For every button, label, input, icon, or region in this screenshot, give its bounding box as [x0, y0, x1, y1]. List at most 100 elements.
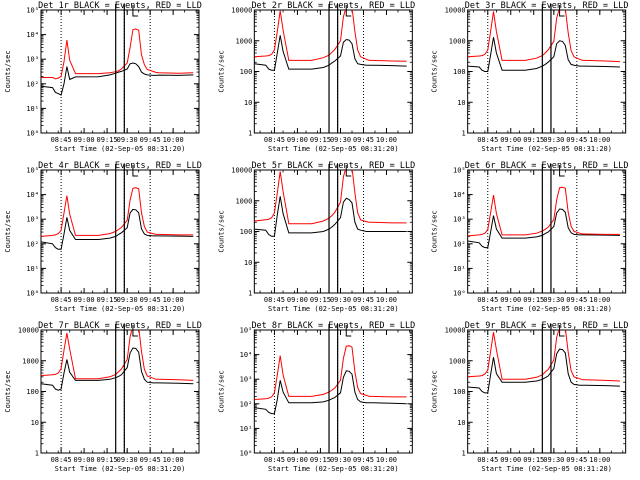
- x-axis-label: Start Time (02-Sep-05 08:31:20): [268, 465, 399, 473]
- panel-title: Det 1r BLACK = Events, RED = LLD: [38, 1, 202, 11]
- events-series-line: [467, 208, 620, 249]
- events-series-line: [254, 370, 407, 415]
- events-series-line: [254, 196, 407, 237]
- series-group: [467, 10, 620, 72]
- detector-panel-8: Det 8r BLACK = Events, RED = LLD 10⁰ 10¹ 10…: [217, 321, 415, 473]
- y-tick-label: 10⁵: [26, 7, 39, 15]
- y-tick-label: 10³: [453, 216, 466, 224]
- y-tick-label: 10²: [240, 400, 253, 408]
- events-series-line: [467, 348, 620, 394]
- x-axis-label: Start Time (02-Sep-05 08:31:20): [55, 305, 186, 313]
- x-tick-label: 09:30: [330, 136, 351, 144]
- x-tick-label: 08:45: [477, 136, 498, 144]
- y-tick-label: 1: [461, 130, 465, 138]
- series-group: [254, 10, 407, 71]
- x-tick-label: 09:00: [500, 456, 521, 464]
- x-tick-label: 09:45: [140, 296, 161, 304]
- detector-panel-4: Det 4r BLACK = Events, RED = LLD 10⁰ 10¹ 10…: [4, 161, 202, 313]
- x-tick-label: 09:45: [353, 136, 374, 144]
- series-group: [41, 187, 194, 250]
- y-axis-label: Counts/sec: [4, 50, 12, 92]
- y-tick-label: 10000: [231, 7, 252, 15]
- y-tick-label: 10⁰: [453, 290, 466, 298]
- x-axis-label: Start Time (02-Sep-05 08:31:20): [268, 305, 399, 313]
- x-tick-label: 10:00: [163, 456, 184, 464]
- y-tick-label: 10⁵: [26, 167, 39, 175]
- lld-series-line: [467, 186, 620, 237]
- bracket-marker: [132, 5, 138, 17]
- y-tick-label: 1: [248, 290, 252, 298]
- panel-title: Det 8r BLACK = Events, RED = LLD: [251, 321, 415, 331]
- x-tick-label: 10:00: [376, 456, 397, 464]
- panel-title: Det 3r BLACK = Events, RED = LLD: [465, 1, 629, 11]
- lld-series-line: [41, 187, 194, 237]
- y-tick-label: 10²: [26, 80, 39, 88]
- x-tick-label: 09:30: [543, 456, 564, 464]
- events-series-line: [41, 347, 194, 391]
- x-tick-label: 09:15: [97, 136, 118, 144]
- x-tick-label: 10:00: [589, 296, 610, 304]
- x-tick-label: 09:00: [74, 296, 95, 304]
- y-tick-label: 10⁰: [240, 450, 253, 458]
- lld-series-line: [467, 330, 620, 382]
- x-tick-label: 09:15: [97, 296, 118, 304]
- events-series-line: [467, 37, 620, 72]
- y-tick-label: 100: [453, 68, 466, 76]
- y-tick-label: 10⁰: [26, 130, 39, 138]
- lld-series-line: [254, 345, 407, 400]
- y-tick-label: 10: [457, 419, 465, 427]
- y-tick-label: 10⁵: [240, 327, 253, 335]
- bracket-marker: [132, 325, 138, 337]
- bracket-marker: [559, 5, 565, 17]
- bracket-marker: [345, 165, 352, 177]
- bracket-marker: [345, 5, 352, 17]
- x-tick-label: 10:00: [163, 136, 184, 144]
- x-tick-label: 08:45: [51, 136, 72, 144]
- y-tick-label: 1000: [235, 197, 252, 205]
- detector-panel-1: Det 1r BLACK = Events, RED = LLD 10⁰ 10¹ 10…: [4, 1, 202, 153]
- x-tick-label: 09:45: [140, 136, 161, 144]
- y-tick-label: 10000: [445, 7, 466, 15]
- x-tick-label: 09:30: [543, 296, 564, 304]
- y-tick-label: 10³: [26, 56, 39, 64]
- detector-panel-5: Det 5r BLACK = Events, RED = LLD 1 10 100 10…: [217, 161, 415, 313]
- y-tick-label: 10⁴: [240, 351, 253, 359]
- panel-title: Det 4r BLACK = Events, RED = LLD: [38, 161, 202, 171]
- y-tick-label: 10⁴: [26, 191, 39, 199]
- x-tick-label: 09:15: [97, 456, 118, 464]
- y-tick-label: 1000: [449, 37, 466, 45]
- panel-title: Det 6r BLACK = Events, RED = LLD: [465, 161, 629, 171]
- bracket-marker: [132, 165, 138, 177]
- y-tick-label: 10000: [18, 327, 39, 335]
- detector-panel-2: Det 2r BLACK = Events, RED = LLD 1 10 100 10…: [217, 1, 415, 153]
- y-tick-label: 10⁵: [453, 167, 466, 175]
- y-tick-label: 100: [26, 388, 39, 396]
- y-tick-label: 1000: [449, 357, 466, 365]
- x-tick-label: 10:00: [163, 296, 184, 304]
- plot-frame: [40, 169, 200, 294]
- x-tick-label: 08:45: [477, 296, 498, 304]
- x-tick-label: 09:00: [287, 296, 308, 304]
- series-group: [41, 330, 194, 391]
- series-group: [41, 28, 194, 96]
- y-tick-label: 10000: [445, 327, 466, 335]
- y-tick-label: 10²: [26, 240, 39, 248]
- plot-frame: [467, 169, 627, 294]
- x-tick-label: 09:15: [310, 296, 331, 304]
- y-tick-label: 10⁰: [26, 290, 39, 298]
- detector-panel-7: Det 7r BLACK = Events, RED = LLD 1 10 100 10…: [4, 321, 202, 473]
- y-tick-label: 1: [248, 130, 252, 138]
- plot-frame: [40, 9, 200, 134]
- series-group: [467, 330, 620, 394]
- x-tick-label: 09:00: [287, 456, 308, 464]
- y-axis-label: Counts/sec: [431, 370, 439, 412]
- y-tick-label: 10⁴: [26, 31, 39, 39]
- detector-panel-6: Det 6r BLACK = Events, RED = LLD 10⁰ 10¹ 10…: [431, 161, 629, 313]
- x-tick-label: 08:45: [51, 456, 72, 464]
- x-tick-label: 09:30: [330, 456, 351, 464]
- detector-panel-9: Det 9r BLACK = Events, RED = LLD 1 10 100 10…: [431, 321, 629, 473]
- x-axis-label: Start Time (02-Sep-05 08:31:20): [55, 145, 186, 153]
- y-axis-label: Counts/sec: [431, 50, 439, 92]
- lld-series-line: [254, 10, 407, 62]
